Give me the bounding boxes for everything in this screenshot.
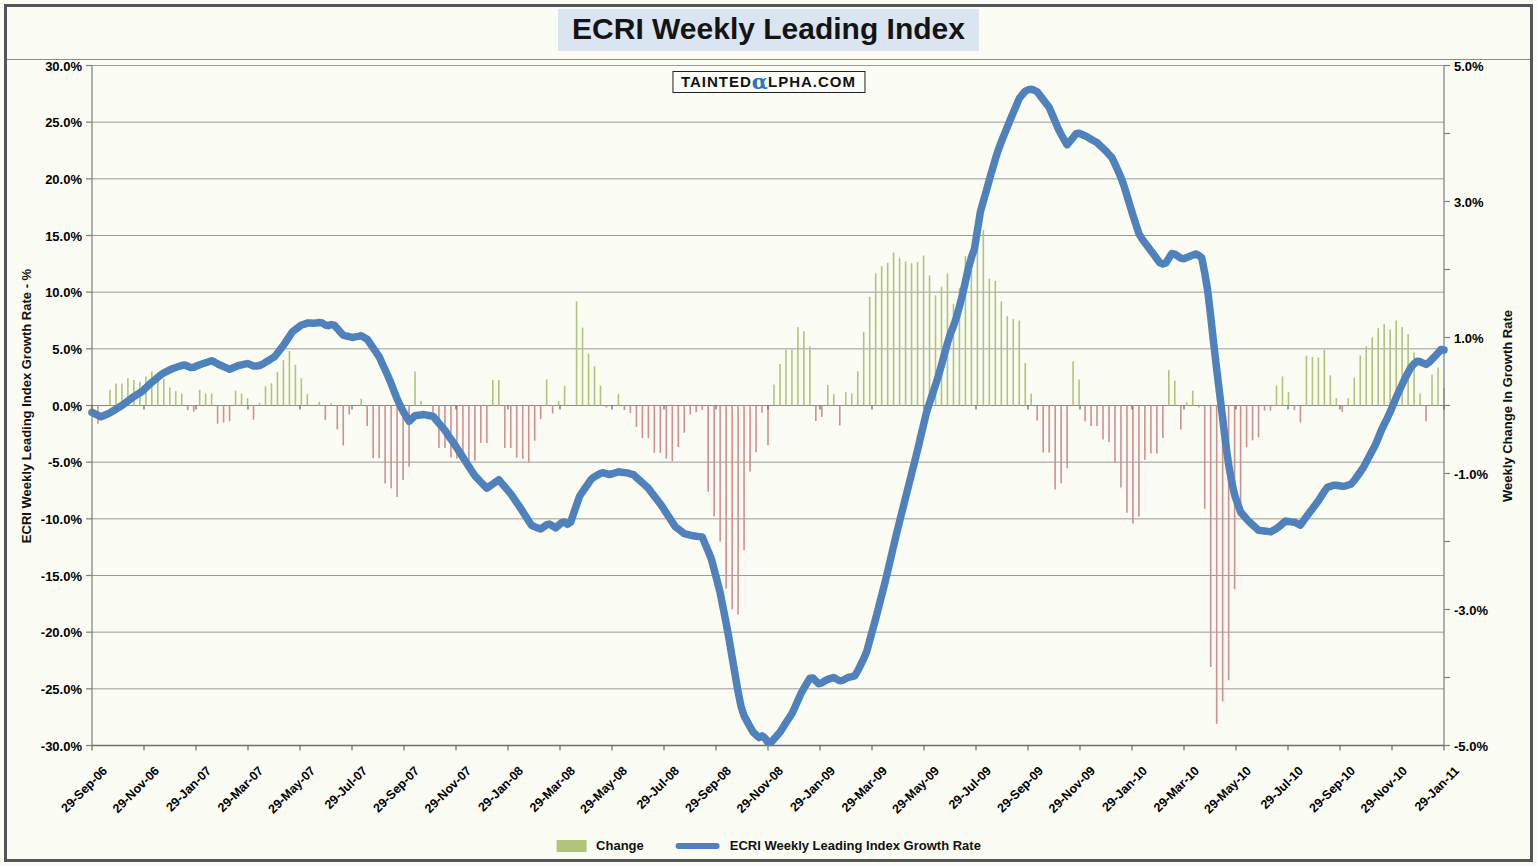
chart-canvas: 30.0% 25.0% 20.0% 15.0% 10.0% 5.0% 0.0% -5.0% -1…: [7, 7, 1524, 853]
svg-text:29-Mar-09: 29-Mar-09: [839, 764, 890, 815]
svg-text:29-May-07: 29-May-07: [265, 764, 318, 817]
svg-text:-15.0%: -15.0%: [41, 569, 83, 584]
svg-text:29-Mar-10: 29-Mar-10: [1151, 764, 1202, 815]
change-bars-series: [98, 230, 1444, 724]
svg-text:29-Nov-10: 29-Nov-10: [1358, 764, 1410, 816]
x-axis-tick-labels: 29-Sep-0629-Nov-0629-Jan-0729-Mar-0729-M…: [58, 764, 1462, 817]
legend-growth-line-label: ECRI Weekly Leading Index Growth Rate: [730, 838, 981, 853]
svg-text:-10.0%: -10.0%: [41, 512, 83, 527]
svg-text:29-Jan-08: 29-Jan-08: [475, 764, 526, 815]
right-axis-tick-labels: 5.0% 3.0% 1.0% -1.0% -3.0% -5.0%: [1454, 59, 1488, 754]
svg-text:-5.0%: -5.0%: [48, 455, 82, 470]
svg-text:29-Sep-10: 29-Sep-10: [1306, 764, 1358, 816]
watermark-alpha-glyph: α: [752, 69, 768, 94]
svg-text:5.0%: 5.0%: [1454, 59, 1484, 74]
legend-change-swatch: [556, 840, 586, 852]
svg-text:29-Mar-08: 29-Mar-08: [527, 764, 578, 815]
svg-text:29-May-08: 29-May-08: [577, 764, 630, 817]
svg-text:29-Mar-07: 29-Mar-07: [215, 764, 266, 815]
svg-text:-1.0%: -1.0%: [1454, 467, 1488, 482]
left-axis-tick-labels: 30.0% 25.0% 20.0% 15.0% 10.0% 5.0% 0.0% -5.0% -1…: [41, 59, 83, 754]
svg-text:29-May-09: 29-May-09: [889, 764, 942, 817]
svg-text:1.0%: 1.0%: [1454, 331, 1484, 346]
watermark-badge: TAINTEDαLPHA.COM: [672, 71, 865, 93]
svg-text:0.0%: 0.0%: [52, 399, 82, 414]
svg-text:29-Jul-09: 29-Jul-09: [946, 764, 994, 812]
svg-text:29-Jul-08: 29-Jul-08: [634, 764, 682, 812]
legend-change-label: Change: [596, 838, 644, 853]
chart-title: ECRI Weekly Leading Index: [558, 9, 979, 51]
svg-text:29-Sep-06: 29-Sep-06: [58, 764, 110, 816]
legend-growth-line-swatch: [676, 843, 720, 849]
svg-text:29-Sep-09: 29-Sep-09: [994, 764, 1046, 816]
svg-text:-3.0%: -3.0%: [1454, 603, 1488, 618]
svg-text:3.0%: 3.0%: [1454, 195, 1484, 210]
svg-text:15.0%: 15.0%: [45, 229, 82, 244]
svg-text:29-Jan-09: 29-Jan-09: [787, 764, 838, 815]
svg-text:29-Jan-07: 29-Jan-07: [163, 764, 214, 815]
svg-text:29-Jul-07: 29-Jul-07: [322, 764, 370, 812]
svg-text:5.0%: 5.0%: [52, 342, 82, 357]
title-row: ECRI Weekly Leading Index: [7, 9, 1530, 51]
svg-text:29-Nov-07: 29-Nov-07: [422, 764, 474, 816]
svg-text:29-Jan-11: 29-Jan-11: [1412, 764, 1462, 814]
svg-text:29-Sep-08: 29-Sep-08: [682, 764, 734, 816]
svg-text:30.0%: 30.0%: [45, 59, 82, 74]
svg-text:29-Nov-06: 29-Nov-06: [110, 764, 162, 816]
svg-text:-5.0%: -5.0%: [1454, 739, 1488, 754]
right-axis-title: Weekly Change In Growth Rate: [1500, 310, 1515, 502]
svg-text:29-Nov-08: 29-Nov-08: [734, 764, 786, 816]
svg-text:29-Sep-07: 29-Sep-07: [370, 764, 422, 816]
left-axis-title: ECRI Weekly Leading Index Growth Rate - …: [19, 268, 34, 543]
svg-text:20.0%: 20.0%: [45, 172, 82, 187]
svg-text:29-Jan-10: 29-Jan-10: [1099, 764, 1150, 815]
chart-frame: ECRI Weekly Leading Index TAINTEDαLPHA.C…: [4, 4, 1533, 862]
svg-text:10.0%: 10.0%: [45, 285, 82, 300]
svg-text:-20.0%: -20.0%: [41, 625, 83, 640]
svg-text:29-May-10: 29-May-10: [1201, 764, 1254, 817]
watermark-text-right: LPHA.COM: [768, 73, 856, 90]
svg-text:25.0%: 25.0%: [45, 115, 82, 130]
svg-text:-25.0%: -25.0%: [41, 682, 83, 697]
watermark-text-left: TAINTED: [681, 73, 752, 90]
legend: Change ECRI Weekly Leading Index Growth …: [556, 838, 981, 853]
svg-text:-30.0%: -30.0%: [41, 739, 83, 754]
svg-text:29-Nov-09: 29-Nov-09: [1046, 764, 1098, 816]
svg-text:29-Jul-10: 29-Jul-10: [1258, 764, 1306, 812]
axes-and-ticks: [86, 66, 1450, 751]
